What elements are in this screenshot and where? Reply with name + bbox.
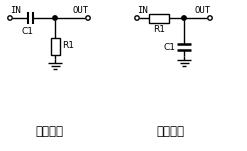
- Bar: [149, 13, 169, 22]
- Circle shape: [135, 16, 139, 20]
- Text: C1: C1: [164, 42, 176, 51]
- Circle shape: [208, 16, 212, 20]
- Circle shape: [182, 16, 186, 20]
- Text: R1: R1: [62, 42, 74, 50]
- Bar: [50, 37, 60, 55]
- Circle shape: [86, 16, 90, 20]
- Text: OUT: OUT: [195, 6, 211, 15]
- Text: 高通滤波: 高通滤波: [35, 125, 63, 138]
- Text: IN: IN: [10, 6, 21, 15]
- Circle shape: [53, 16, 57, 20]
- Circle shape: [8, 16, 12, 20]
- Text: C1: C1: [21, 27, 33, 36]
- Text: IN: IN: [137, 6, 148, 15]
- Text: R1: R1: [153, 25, 165, 34]
- Text: OUT: OUT: [73, 6, 89, 15]
- Text: 低通滤波: 低通滤波: [156, 125, 184, 138]
